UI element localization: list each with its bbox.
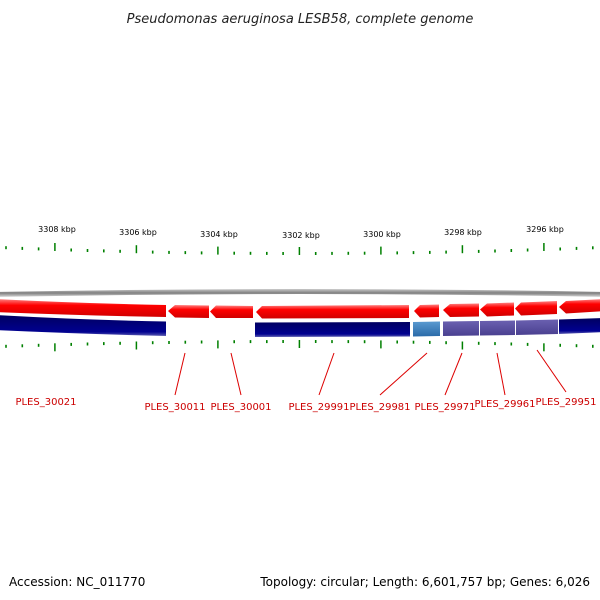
leader-line (318, 352, 335, 396)
scale-label: 3296 kbp (526, 225, 564, 234)
gene-label-leaders (174, 349, 567, 396)
gene-label[interactable]: PLES_29961 (474, 399, 535, 410)
secondary-track (0, 315, 600, 337)
gene-feature[interactable] (414, 304, 439, 318)
genome-stats-text: Topology: circular; Length: 6,601,757 bp… (259, 575, 590, 589)
scale-label: 3304 kbp (200, 230, 238, 239)
accession-text: Accession: NC_011770 (9, 575, 145, 589)
leader-line (230, 352, 242, 396)
gene-label[interactable]: PLES_29951 (535, 397, 596, 408)
scale-label: 3300 kbp (363, 230, 401, 239)
leader-line (536, 349, 567, 393)
track-feature[interactable] (480, 320, 515, 336)
gene-label[interactable]: PLES_29991 (288, 402, 349, 413)
genome-backbone (0, 289, 600, 297)
track-feature[interactable] (443, 321, 479, 336)
outer-tick-marks (5, 243, 594, 255)
track-feature[interactable] (516, 319, 558, 336)
gene-label[interactable]: PLES_30021 (15, 397, 76, 408)
track-feature[interactable] (0, 315, 166, 336)
scale-label: 3302 kbp (282, 231, 320, 240)
gene-feature[interactable] (515, 301, 557, 316)
leader-line (379, 352, 428, 396)
gene-feature[interactable] (559, 299, 600, 314)
gene-feature[interactable] (256, 305, 409, 319)
gene-feature[interactable] (210, 305, 253, 319)
scale-labels: 3308 kbp 3306 kbp 3304 kbp 3302 kbp 3300… (38, 225, 564, 240)
backbone-arc (0, 289, 600, 297)
leader-line (444, 352, 463, 396)
gene-feature[interactable] (443, 303, 479, 318)
inner-tick-marks (5, 340, 594, 352)
gene-feature[interactable] (168, 305, 209, 318)
gene-label[interactable]: PLES_29981 (349, 402, 410, 413)
gene-label[interactable]: PLES_30011 (144, 402, 205, 413)
gene-feature[interactable] (480, 302, 514, 317)
track-feature[interactable] (255, 322, 410, 337)
scale-label: 3306 kbp (119, 228, 157, 237)
gene-feature[interactable] (0, 299, 166, 317)
gene-labels: PLES_30021 PLES_30011 PLES_30001 PLES_29… (15, 397, 596, 413)
gene-label[interactable]: PLES_30001 (210, 402, 271, 413)
forward-strand-track (0, 299, 600, 319)
leader-line (496, 352, 506, 396)
scale-label: 3298 kbp (444, 228, 482, 237)
gene-label[interactable]: PLES_29971 (414, 402, 475, 413)
track-feature[interactable] (559, 318, 600, 334)
map-title: Pseudomonas aeruginosa LESB58, complete … (127, 12, 474, 27)
leader-line (174, 352, 186, 396)
scale-label: 3308 kbp (38, 225, 76, 234)
track-feature[interactable] (413, 321, 440, 337)
